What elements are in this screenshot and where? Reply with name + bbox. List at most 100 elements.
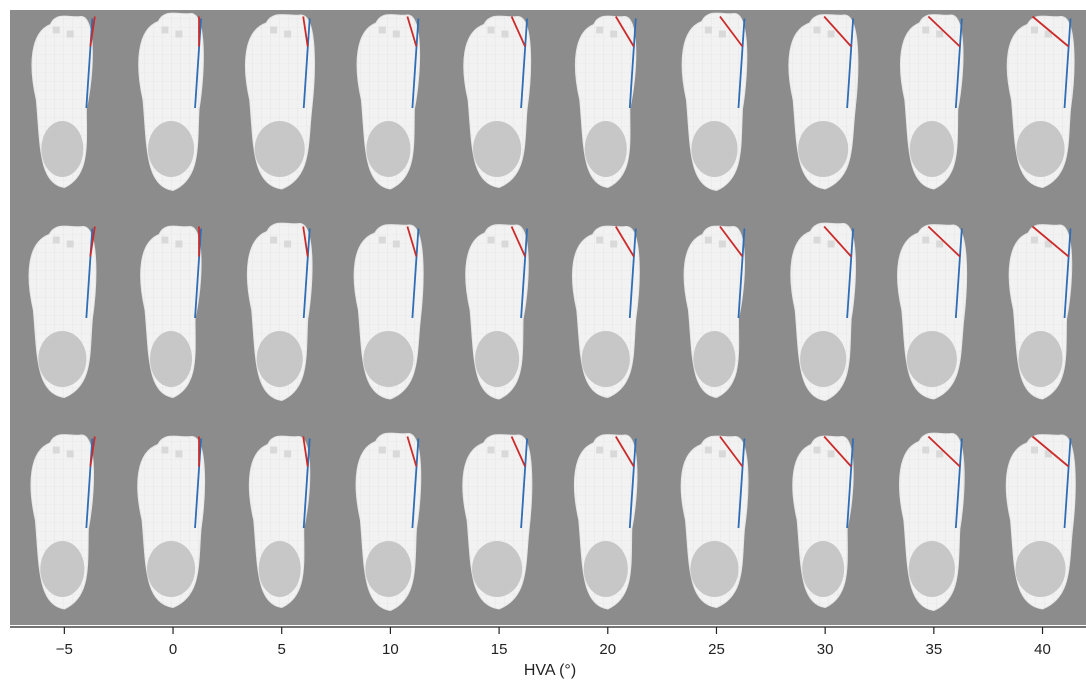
medial-axis-line: [954, 438, 963, 529]
medial-axis-line: [411, 18, 420, 109]
hallux-angle-line: [1031, 225, 1070, 258]
hallux-angle-line: [302, 226, 309, 257]
foot-outline: [1006, 15, 1075, 189]
hallux-angle-line: [406, 16, 418, 47]
x-tick-label: 20: [599, 641, 616, 658]
foot-outline: [792, 435, 855, 609]
medial-axis-line: [737, 18, 746, 109]
x-tick-label: 25: [708, 641, 725, 658]
hallux-angle-line: [510, 436, 526, 467]
foot-outline: [140, 225, 202, 399]
foot-outline: [356, 14, 421, 190]
x-tick-label: 35: [925, 641, 942, 658]
medial-axis-line: [411, 438, 420, 529]
foot-outline: [137, 435, 206, 609]
medial-axis-line: [1063, 228, 1072, 319]
foot-outline: [138, 12, 204, 192]
hallux-angle-line: [302, 16, 309, 47]
hallux-angle-line: [406, 436, 418, 467]
hallux-angle-line: [1031, 15, 1070, 48]
hallux-angle-line: [719, 435, 744, 468]
foot-outline: [248, 435, 311, 609]
foot-outline: [355, 432, 422, 612]
medial-axis-line: [520, 18, 528, 109]
medial-axis-line: [85, 438, 94, 529]
x-tick-label: 30: [817, 641, 834, 658]
medial-axis-line: [194, 18, 202, 109]
hallux-angle-line: [823, 225, 852, 258]
hallux-angle-line: [615, 226, 635, 257]
foot-outline: [681, 12, 748, 192]
medial-axis-line: [737, 228, 746, 319]
foot-outline: [353, 224, 424, 400]
medial-axis-line: [520, 228, 528, 319]
x-axis: −5 0 5 10 15 20 25 30 35 40 HVA (°): [10, 626, 1086, 679]
foot-outline: [465, 224, 529, 400]
hallux-angle-line: [510, 226, 526, 257]
foot-outline: [246, 222, 313, 402]
x-axis-ticks: −5 0 5 10 15 20 25 30 35 40: [56, 627, 1051, 658]
hallux-angle-line: [615, 436, 635, 467]
x-tick-label: 15: [491, 641, 508, 658]
medial-axis-line: [302, 228, 311, 319]
medial-axis-line: [194, 228, 202, 319]
foot-outline: [788, 14, 859, 190]
medial-axis-line: [194, 438, 202, 529]
medial-axis-line: [954, 18, 963, 109]
foot-outline: [683, 225, 746, 399]
hallux-angle-line: [302, 436, 309, 467]
hallux-angle-line: [927, 15, 961, 48]
hallux-angle-line: [406, 226, 418, 257]
foot-outline: [28, 225, 97, 399]
medial-axis-line: [628, 18, 637, 109]
hallux-angle-line: [719, 225, 744, 258]
foot-outline: [462, 434, 533, 610]
medial-axis-line: [520, 438, 528, 529]
foot-outline: [1008, 224, 1073, 400]
hallux-angle-line: [823, 435, 852, 468]
foot-outline: [31, 15, 96, 189]
x-axis-title: HVA (°): [524, 662, 576, 679]
medial-axis-line: [85, 228, 94, 319]
medial-axis-line: [302, 18, 311, 109]
medial-axis-line: [1063, 438, 1072, 529]
medial-axis-line: [411, 228, 420, 319]
foot-outline: [244, 14, 315, 190]
foot-outline: [897, 224, 968, 400]
hallux-angle-line: [89, 16, 96, 47]
hallux-angle-line: [615, 16, 635, 47]
hallux-angle-line: [927, 225, 961, 258]
foot-outline: [463, 15, 532, 189]
foot-grid: [28, 12, 1076, 612]
hallux-angle-line: [719, 15, 744, 48]
medial-axis-line: [85, 18, 94, 109]
foot-outline: [574, 434, 638, 610]
x-tick-label: 5: [278, 641, 286, 658]
medial-axis-line: [737, 438, 746, 529]
medial-axis-line: [628, 438, 637, 529]
x-tick-label: 10: [382, 641, 399, 658]
medial-axis-line: [846, 18, 855, 109]
foot-outline: [790, 222, 856, 402]
foot-outline: [680, 435, 749, 609]
x-tick-label: −5: [56, 641, 73, 658]
hallux-angle-line: [510, 16, 526, 47]
hallux-angle-line: [927, 435, 961, 468]
foot-outline: [1005, 434, 1076, 610]
foot-outline: [899, 432, 965, 612]
medial-axis-line: [1063, 18, 1072, 109]
foot-outline: [900, 14, 964, 190]
medial-axis-line: [846, 438, 855, 529]
medial-axis-line: [954, 228, 963, 319]
foot-outline: [30, 434, 96, 610]
medial-axis-line: [628, 228, 637, 319]
hallux-angle-line: [1031, 435, 1070, 468]
foot-outline: [572, 225, 640, 399]
hallux-angle-line: [89, 436, 96, 467]
hallux-angle-line: [89, 226, 96, 257]
medial-axis-line: [302, 438, 311, 529]
x-tick-label: 0: [169, 641, 177, 658]
medial-axis-line: [846, 228, 855, 319]
hallux-angle-line: [823, 15, 852, 48]
